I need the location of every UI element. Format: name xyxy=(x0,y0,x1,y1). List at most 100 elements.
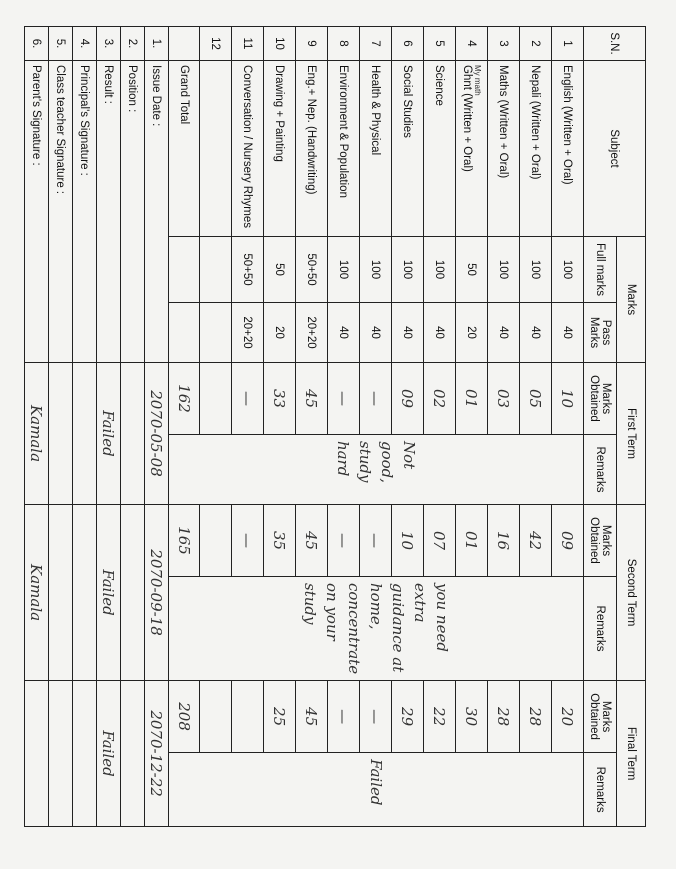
subject-cell: Drawing + Painting xyxy=(263,60,296,237)
subject-cell: Maths (Written + Oral) xyxy=(487,60,520,237)
footer-label: Principal's Signature : xyxy=(72,60,97,363)
footer-row: 3. Result : Failed Failed Failed xyxy=(96,26,121,827)
term-header: First Term xyxy=(616,362,646,505)
sn-cell: 3. xyxy=(96,26,121,61)
obtained-marks: — xyxy=(327,680,360,753)
footer-value xyxy=(48,680,73,827)
obtained-marks: 07 xyxy=(423,504,456,577)
subject-name: Drawing + Painting xyxy=(273,65,286,162)
pass-marks: 20 xyxy=(263,302,296,363)
footer-value: Kamala xyxy=(24,504,49,681)
obtained-marks: 25 xyxy=(263,680,296,753)
subject-row: 5 Science 100 40 02 07 22 xyxy=(423,26,456,827)
handwritten-note: My math xyxy=(473,65,483,96)
footer-value: Failed xyxy=(96,504,121,681)
subject-name: Conversation / Nursery Rhymes xyxy=(241,65,254,228)
obtained-marks xyxy=(199,680,232,753)
sn-cell: 5. xyxy=(48,26,73,61)
full-marks: 100 xyxy=(327,236,360,303)
obtained-marks: 29 xyxy=(391,680,424,753)
remarks-header: Remarks xyxy=(583,752,617,827)
subject-cell: Conversation / Nursery Rhymes xyxy=(231,60,264,237)
grand-total-label: Grand Total xyxy=(168,60,200,237)
obtained-marks: 03 xyxy=(487,362,520,435)
footer-value xyxy=(24,680,49,827)
obtained-marks: 05 xyxy=(519,362,552,435)
footer-value: Failed xyxy=(96,362,121,505)
subject-cell: My math Ghnt (Written + Oral) xyxy=(455,60,488,237)
sn-cell: 2. xyxy=(120,26,145,61)
grand-total: 208 xyxy=(168,680,200,753)
subject-cell: Science xyxy=(423,60,456,237)
pass-marks: 40 xyxy=(423,302,456,363)
footer-row: 6. Parent's Signature : Kamala Kamala xyxy=(24,26,49,827)
table-body: 1 English (Written + Oral) 100 40 10 Not good… xyxy=(24,26,584,827)
subject-cell: Social Studies xyxy=(391,60,424,237)
obtained-marks: 20 xyxy=(551,680,584,753)
obtained-marks: 22 xyxy=(423,680,456,753)
subject-row: 2 Nepali (Written + Oral) 100 40 05 42 28 xyxy=(519,26,552,827)
pass-marks: 40 xyxy=(551,302,584,363)
sn-cell: 2 xyxy=(519,26,552,61)
obtained-marks: 30 xyxy=(455,680,488,753)
obtained-marks: 10 xyxy=(551,362,584,435)
empty-cell xyxy=(168,236,200,303)
full-marks: 100 xyxy=(519,236,552,303)
sn-cell: 1. xyxy=(144,26,169,61)
obtained-header: Marks Obtained xyxy=(583,362,617,435)
subject-row: 6 Social Studies 100 40 09 10 29 xyxy=(391,26,424,827)
sn-cell: 6 xyxy=(391,26,424,61)
sn-cell: 4 xyxy=(455,26,488,61)
footer-value xyxy=(48,504,73,681)
term-header: Second Term xyxy=(616,504,646,681)
obtained-marks: — xyxy=(359,680,392,753)
obtained-marks: 01 xyxy=(455,362,488,435)
footer-label: Position : xyxy=(120,60,145,363)
full-marks: 100 xyxy=(391,236,424,303)
subject-name: Ghnt (Written + Oral) xyxy=(461,65,474,172)
grand-total-row: Grand Total 162 165 208 xyxy=(168,26,200,827)
footer-value xyxy=(72,504,97,681)
obtained-marks: 28 xyxy=(487,680,520,753)
footer-value: Kamala xyxy=(24,362,49,505)
subject-cell: Nepali (Written + Oral) xyxy=(519,60,552,237)
obtained-marks: — xyxy=(231,362,264,435)
full-marks: 100 xyxy=(359,236,392,303)
remarks-header: Remarks xyxy=(583,576,617,681)
remarks: you need extra guidance at home, concent… xyxy=(168,576,584,681)
sn-cell: 11 xyxy=(231,26,264,61)
pass-marks: 40 xyxy=(391,302,424,363)
subject-name: Eng.+ Nep. (Handwriting) xyxy=(305,65,318,195)
full-marks: 100 xyxy=(423,236,456,303)
subject-name: Health & Physical xyxy=(369,65,382,156)
full-marks xyxy=(199,236,232,303)
footer-row: 1. Issue Date :2070-05-08 2070-09-18 2070-1… xyxy=(144,26,169,827)
full-marks: 50 xyxy=(263,236,296,303)
pass-marks: 20+20 xyxy=(295,302,328,363)
full-marks: 50 xyxy=(455,236,488,303)
pass-marks: 40 xyxy=(519,302,552,363)
obtained-marks: 33 xyxy=(263,362,296,435)
footer-value: 2070-09-18 xyxy=(144,504,169,681)
obtained-marks: 35 xyxy=(263,504,296,577)
sn-cell: 12 xyxy=(199,26,232,61)
obtained-marks: 09 xyxy=(551,504,584,577)
subject-row: 12 xyxy=(199,26,232,827)
pass-marks: 20 xyxy=(455,302,488,363)
full-marks: 100 xyxy=(487,236,520,303)
empty-cell xyxy=(168,302,200,363)
sn-cell: 8 xyxy=(327,26,360,61)
sn-cell: 3 xyxy=(487,26,520,61)
obtained-marks: 45 xyxy=(295,504,328,577)
full-marks: 50+50 xyxy=(231,236,264,303)
subject-header: Subject xyxy=(583,60,646,237)
grand-total: 165 xyxy=(168,504,200,577)
subject-row: 7 Health & Physical 100 40— — — xyxy=(359,26,392,827)
footer-value xyxy=(120,680,145,827)
footer-label: Class teacher Signature : xyxy=(48,60,73,363)
obtained-marks: 28 xyxy=(519,680,552,753)
header-row: S.N. Subject Marks First Term Second Ter… xyxy=(583,26,646,827)
pass-marks: 20+20 xyxy=(231,302,264,363)
pass-marks: 40 xyxy=(359,302,392,363)
